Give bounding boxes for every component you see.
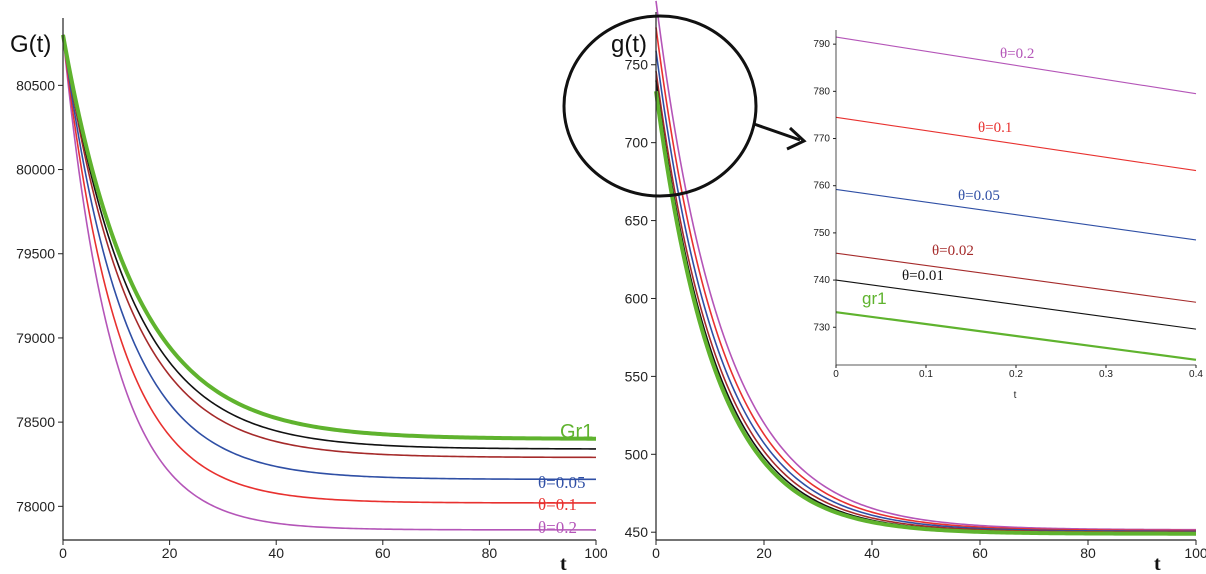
left-series-labels: Gr1 θ=0.05 θ=0.1 θ=0.2	[538, 421, 593, 537]
left-series-label-theta-0-2: θ=0.2	[538, 518, 577, 537]
right-x-tick-label: 100	[1184, 545, 1206, 561]
left-chart: 0 20 40 60 80 100 78000 78500 79000 79500 80000 80…	[10, 18, 608, 574]
inset-x-tick-label: 0	[833, 369, 839, 380]
left-x-axis-label: t	[560, 553, 567, 574]
inset-x-tick-label: 0.3	[1099, 369, 1113, 380]
inset-series-line-theta-0-1	[835, 116, 1197, 172]
right-series-line-theta-0-2	[655, 0, 1196, 531]
inset-series-line-theta-0-02	[835, 252, 1197, 303]
left-series-line-theta-0-2	[62, 34, 596, 531]
left-series-label-gr1: Gr1	[560, 421, 593, 443]
inset-series-label-theta-0-02: θ=0.02	[932, 243, 974, 259]
left-plot-lines	[61, 34, 597, 531]
right-x-tick-label: 40	[864, 545, 880, 561]
zoom-circle	[562, 14, 758, 198]
inset-x-tick-label: 0.4	[1189, 369, 1203, 380]
inset-y-axis: 730 740 750 760 770 780 790	[813, 30, 837, 365]
left-series-line-theta-0-1	[62, 34, 597, 504]
right-x-tick-label: 80	[1080, 545, 1096, 561]
inset-x-axis: 0 0.1 0.2 0.3 0.4	[833, 364, 1203, 380]
left-y-tick-label: 80500	[16, 77, 55, 93]
inset-y-tick-label: 760	[813, 181, 830, 192]
right-y-tick-label: 550	[625, 368, 649, 384]
right-x-tick-label: 20	[756, 545, 772, 561]
right-y-tick-label: 650	[625, 213, 649, 229]
right-y-axis-label: g(t)	[611, 31, 647, 58]
inset-series-line-theta-0-2	[835, 36, 1197, 95]
left-y-tick-label: 78500	[16, 414, 55, 430]
inset-y-tick-label: 730	[813, 322, 830, 333]
left-series-label-theta-0-1: θ=0.1	[538, 495, 577, 514]
left-y-axis-label: G(t)	[10, 31, 51, 58]
right-x-tick-label: 60	[972, 545, 988, 561]
left-series-label-theta-0-05: θ=0.05	[538, 473, 585, 492]
left-x-tick-label: 0	[59, 545, 67, 561]
right-plot-lines	[654, 0, 1197, 536]
inset-background	[812, 20, 1206, 400]
left-y-tick-label: 79000	[16, 330, 55, 346]
right-y-tick-label: 450	[625, 524, 649, 540]
right-x-tick-label: 0	[652, 545, 660, 561]
left-series-line	[62, 34, 596, 459]
left-series-line-gr1	[61, 34, 597, 441]
inset-y-tick-label: 740	[813, 275, 830, 286]
inset-x-tick-label: 0.1	[919, 369, 933, 380]
inset-series-line-gr1	[835, 311, 1197, 361]
zoom-arrow-shaft	[753, 122, 801, 142]
left-x-tick-label: 40	[268, 545, 284, 561]
inset-y-tick-label: 770	[813, 134, 830, 145]
inset-y-tick-label: 780	[813, 86, 830, 97]
left-x-axis: 0 20 40 60 80 100	[59, 539, 608, 561]
zoom-arrow-head	[786, 126, 807, 151]
left-x-tick-label: 80	[482, 545, 498, 561]
right-y-tick-label: 500	[625, 446, 649, 462]
right-x-axis: 0 20 40 60 80 100	[652, 539, 1206, 561]
right-y-tick-label: 750	[625, 57, 649, 73]
inset-series-label-theta-0-1: θ=0.1	[978, 120, 1012, 136]
left-series-line	[62, 34, 596, 450]
inset-series-label-theta-0-2: θ=0.2	[1000, 46, 1034, 62]
left-series-line-theta-0-05	[62, 34, 597, 481]
right-series-line-theta-0-05	[655, 50, 1196, 533]
inset-series-line-theta-0-05	[835, 188, 1197, 241]
inset-y-tick-label: 790	[813, 39, 830, 50]
left-y-axis: 78000 78500 79000 79500 80000 80500	[16, 18, 64, 540]
left-x-tick-label: 20	[162, 545, 178, 561]
inset-series-line-theta-0-01	[835, 279, 1197, 330]
right-y-axis: 450 500 550 600 650 700 750	[625, 12, 657, 540]
inset-plot-lines	[835, 36, 1197, 361]
left-y-tick-label: 78000	[16, 498, 55, 514]
inset-chart: 0 0.1 0.2 0.3 0.4 730 740 750 760 770 780 790 t θ=…	[812, 20, 1206, 401]
inset-series-label-gr1: gr1	[862, 289, 887, 308]
right-series-line-theta-0-1	[655, 27, 1196, 532]
inset-series-label-theta-0-01: θ=0.01	[902, 268, 944, 284]
inset-x-axis-label: t	[1014, 390, 1017, 401]
inset-series-label-theta-0-05: θ=0.05	[958, 188, 1000, 204]
left-y-tick-label: 80000	[16, 162, 55, 178]
right-y-tick-label: 700	[625, 135, 649, 151]
inset-x-tick-label: 0.2	[1009, 369, 1023, 380]
right-series-line-gr1	[654, 90, 1197, 536]
right-x-axis-label: t	[1154, 553, 1161, 574]
left-x-tick-label: 100	[584, 545, 608, 561]
inset-series-labels: θ=0.2 θ=0.1 θ=0.05 θ=0.02 θ=0.01 gr1	[862, 46, 1034, 308]
left-x-tick-label: 60	[375, 545, 391, 561]
right-y-tick-label: 600	[625, 290, 649, 306]
left-y-tick-label: 79500	[16, 246, 55, 262]
inset-y-tick-label: 750	[813, 228, 830, 239]
